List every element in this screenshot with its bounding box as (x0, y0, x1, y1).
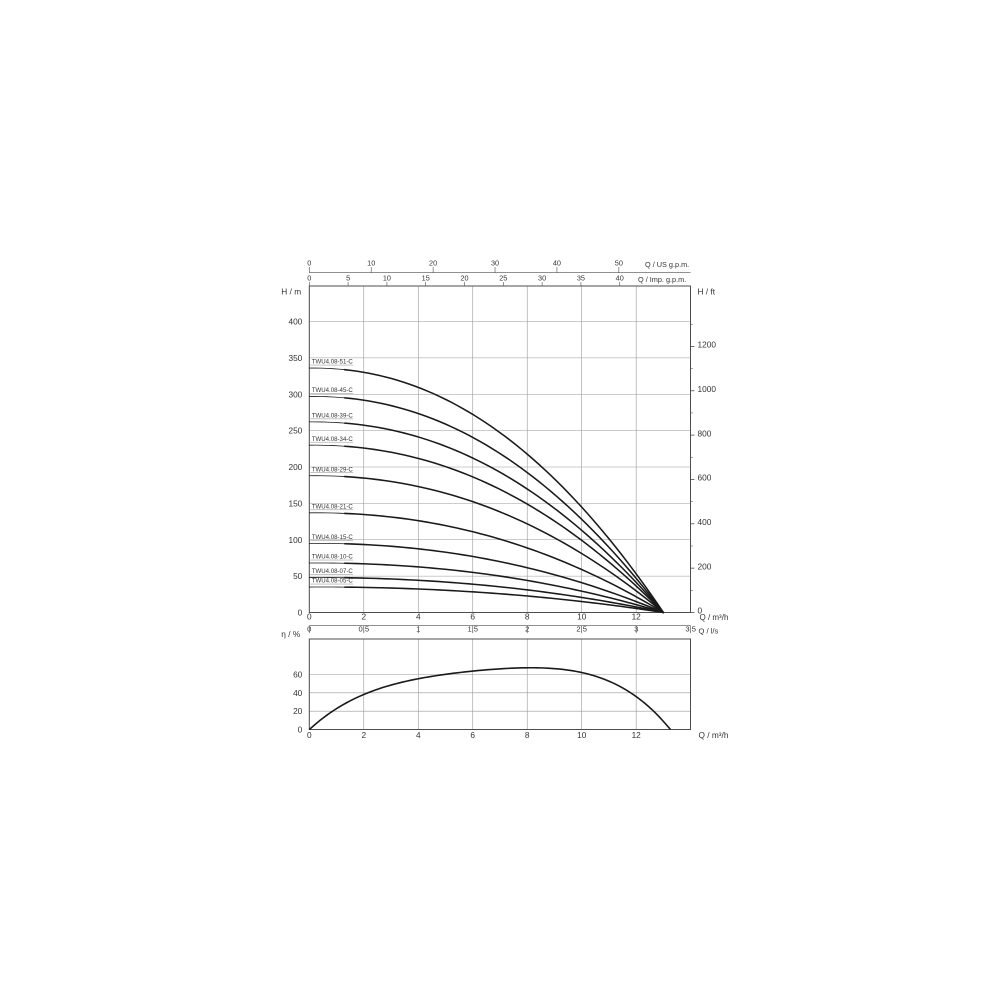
svg-text:35: 35 (577, 274, 585, 283)
svg-text:40: 40 (616, 274, 624, 283)
svg-text:6: 6 (470, 730, 475, 740)
svg-text:40: 40 (553, 259, 561, 268)
svg-text:TWU4.08-10-C: TWU4.08-10-C (312, 554, 354, 561)
svg-text:300: 300 (288, 389, 302, 399)
svg-text:4: 4 (416, 611, 421, 621)
svg-text:350: 350 (288, 353, 302, 363)
svg-text:0: 0 (307, 274, 311, 283)
svg-text:H / m: H / m (281, 287, 301, 297)
svg-text:Q / m³/h: Q / m³/h (700, 613, 729, 622)
svg-text:0: 0 (298, 725, 303, 735)
svg-text:Q / m³/h: Q / m³/h (699, 730, 729, 740)
svg-text:2: 2 (361, 730, 366, 740)
svg-text:TWU4.08-45-C: TWU4.08-45-C (312, 387, 354, 394)
svg-text:20: 20 (429, 259, 437, 268)
svg-text:40: 40 (293, 688, 303, 698)
svg-text:4: 4 (416, 730, 421, 740)
svg-text:30: 30 (491, 259, 499, 268)
svg-text:30: 30 (538, 274, 546, 283)
svg-text:8: 8 (525, 611, 530, 621)
svg-text:100: 100 (288, 535, 302, 545)
svg-text:0: 0 (307, 259, 311, 268)
svg-text:1200: 1200 (698, 340, 717, 350)
svg-text:0: 0 (698, 606, 703, 616)
svg-text:250: 250 (288, 426, 302, 436)
svg-text:TWU4.08-51-C: TWU4.08-51-C (312, 359, 354, 366)
svg-text:TWU4.08-05-C: TWU4.08-05-C (312, 578, 354, 585)
svg-text:Q / l/s: Q / l/s (699, 627, 719, 636)
svg-text:0: 0 (298, 608, 303, 618)
svg-text:Q / Imp. g.p.m.: Q / Imp. g.p.m. (638, 275, 686, 284)
svg-text:η / %: η / % (281, 629, 301, 639)
svg-text:TWU4.08-21-C: TWU4.08-21-C (312, 503, 354, 510)
svg-text:12: 12 (632, 611, 642, 621)
svg-text:Q / US g.p.m.: Q / US g.p.m. (645, 260, 689, 269)
svg-text:10: 10 (577, 730, 587, 740)
svg-text:600: 600 (698, 473, 712, 483)
svg-text:TWU4.08-07-C: TWU4.08-07-C (312, 568, 354, 575)
svg-text:TWU4.08-34-C: TWU4.08-34-C (312, 436, 354, 443)
svg-text:200: 200 (698, 561, 712, 571)
svg-text:25: 25 (499, 274, 507, 283)
svg-text:TWU4.08-39-C: TWU4.08-39-C (312, 413, 354, 420)
svg-text:10: 10 (383, 274, 391, 283)
svg-text:50: 50 (293, 571, 303, 581)
svg-text:TWU4.08-15-C: TWU4.08-15-C (312, 534, 354, 541)
svg-text:2: 2 (361, 611, 366, 621)
svg-text:800: 800 (698, 428, 712, 438)
svg-text:200: 200 (288, 462, 302, 472)
svg-text:TWU4.08-29-C: TWU4.08-29-C (312, 466, 354, 473)
svg-text:H / ft: H / ft (698, 287, 716, 297)
svg-text:5: 5 (346, 274, 350, 283)
svg-text:50: 50 (615, 259, 623, 268)
svg-text:10: 10 (577, 611, 587, 621)
svg-text:150: 150 (288, 498, 302, 508)
svg-text:8: 8 (525, 730, 530, 740)
svg-text:0: 0 (307, 730, 312, 740)
svg-text:20: 20 (293, 706, 303, 716)
svg-text:1000: 1000 (698, 384, 717, 394)
svg-text:6: 6 (470, 611, 475, 621)
svg-text:400: 400 (698, 517, 712, 527)
svg-text:0: 0 (307, 611, 312, 621)
svg-text:20: 20 (460, 274, 468, 283)
svg-text:400: 400 (288, 317, 302, 327)
svg-text:10: 10 (367, 259, 375, 268)
svg-text:15: 15 (422, 274, 430, 283)
svg-text:12: 12 (632, 730, 642, 740)
svg-text:60: 60 (293, 670, 303, 680)
